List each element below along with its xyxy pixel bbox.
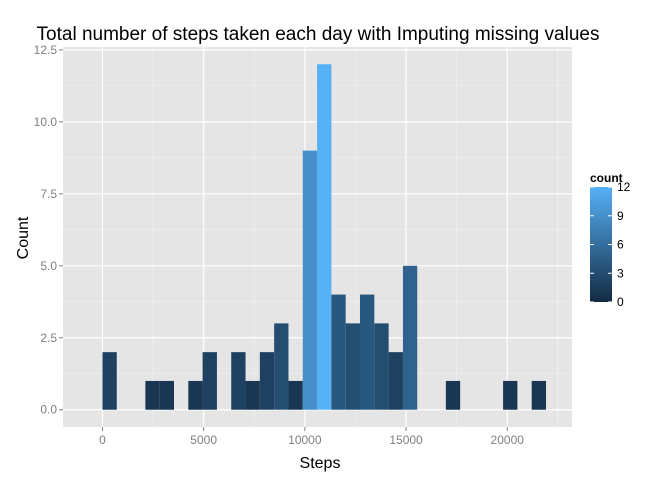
histogram-bar xyxy=(202,352,217,410)
histogram-bar xyxy=(402,265,418,410)
y-tick-label: 12.5 xyxy=(34,43,58,57)
histogram-bar xyxy=(288,380,303,410)
y-tick-label: 2.5 xyxy=(40,331,57,345)
histogram-bar xyxy=(317,64,332,410)
y-tick-label: 0.0 xyxy=(40,403,57,417)
histogram-bar xyxy=(503,380,518,410)
histogram-bar xyxy=(274,323,289,410)
x-axis-ticks: 0 5000 10000 15000 20000 xyxy=(99,427,524,447)
y-tick-label: 10.0 xyxy=(34,115,58,129)
histogram-bar xyxy=(188,380,203,410)
legend-colorbar xyxy=(590,187,612,302)
chart-title: Total number of steps taken each day wit… xyxy=(37,24,600,45)
histogram-bar xyxy=(159,380,174,410)
histogram-bar xyxy=(345,323,361,410)
legend-title: count xyxy=(590,171,623,185)
x-tick-label: 10000 xyxy=(288,433,322,447)
histogram-bar xyxy=(245,380,260,410)
y-axis-label: Count xyxy=(15,216,32,259)
legend-tick-label: 12 xyxy=(617,180,631,194)
histogram-bar xyxy=(259,352,275,410)
histogram-bar xyxy=(145,380,160,410)
y-tick-label: 7.5 xyxy=(40,187,57,201)
legend-tick-label: 6 xyxy=(617,238,624,252)
x-axis-label: Steps xyxy=(300,455,341,472)
histogram-bar xyxy=(388,352,403,410)
histogram-bar xyxy=(445,380,461,410)
legend-tick-label: 3 xyxy=(617,266,624,280)
color-legend: count 0 3 6 9 12 xyxy=(590,171,631,309)
histogram-bar xyxy=(360,294,375,410)
histogram-bar xyxy=(374,323,389,410)
histogram-bar xyxy=(302,150,318,410)
histogram-bars xyxy=(102,64,547,410)
histogram-bar xyxy=(531,380,547,410)
y-tick-label: 5.0 xyxy=(40,259,57,273)
x-tick-label: 5000 xyxy=(190,433,217,447)
histogram-bar xyxy=(102,352,117,410)
legend-ticks: 0 3 6 9 12 xyxy=(590,180,631,309)
histogram-bar xyxy=(231,352,246,410)
x-tick-label: 20000 xyxy=(491,433,525,447)
y-axis-ticks: 0.0 2.5 5.0 7.5 10.0 12.5 xyxy=(34,43,63,417)
histogram-bar xyxy=(331,294,346,410)
legend-tick-label: 0 xyxy=(617,295,624,309)
legend-tick-label: 9 xyxy=(617,209,624,223)
x-tick-label: 0 xyxy=(99,433,106,447)
x-tick-label: 15000 xyxy=(389,433,423,447)
